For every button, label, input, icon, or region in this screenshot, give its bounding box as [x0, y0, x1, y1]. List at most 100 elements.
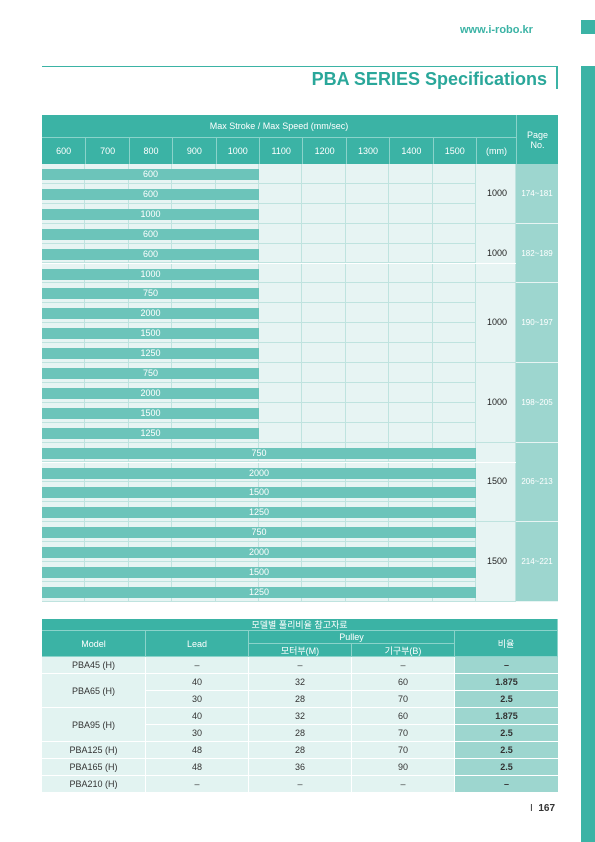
- grid-cell: [302, 382, 346, 403]
- stroke-header-900: 900: [172, 138, 216, 164]
- lead-cell: 48: [146, 759, 249, 776]
- grid-cell: [302, 323, 346, 344]
- mech-cell: 90: [352, 759, 455, 776]
- speed-bar: 1500: [42, 328, 259, 340]
- grid-cell: [345, 422, 390, 443]
- unit-header: (mm): [476, 138, 516, 164]
- page-no-header: Page No.: [516, 115, 558, 164]
- grid-cell: [389, 363, 433, 383]
- grid-cell: [476, 522, 516, 543]
- grid-cell: [302, 164, 346, 184]
- grid-cell: [259, 223, 303, 244]
- motor-cell: 28: [249, 691, 352, 708]
- speed-bar: 750: [42, 447, 476, 459]
- lead-cell: 48: [146, 742, 249, 759]
- page-title: PBA SERIES Specifications: [311, 69, 547, 89]
- model-cell: PBA165 (H): [42, 759, 146, 776]
- grid-cell: [345, 263, 390, 284]
- grid-cell: [476, 323, 516, 344]
- ratio-cell: –: [455, 657, 558, 674]
- pulley-header: Pulley: [249, 631, 455, 644]
- grid-cell: [259, 283, 303, 304]
- ratio-cell: 1.875: [455, 674, 558, 691]
- grid-cell: [345, 203, 390, 224]
- grid-cell: [389, 323, 433, 344]
- grid-cell: [389, 422, 433, 443]
- grid-cell: [432, 363, 476, 383]
- speed-bar: 1500: [42, 487, 476, 499]
- grid-cell: [302, 243, 346, 264]
- stroke-header-800: 800: [128, 138, 173, 164]
- mech-header: 기구부(B): [352, 644, 455, 657]
- page-reference[interactable]: 206~213: [516, 442, 558, 523]
- model-cell: PBA45 (H): [42, 657, 146, 674]
- max-stroke-value: 1500: [486, 556, 508, 566]
- site-url[interactable]: www.i-robo.kr: [460, 24, 533, 36]
- motor-cell: 36: [249, 759, 352, 776]
- stroke-header-1400: 1400: [389, 138, 433, 164]
- page-reference[interactable]: 182~189: [516, 223, 558, 284]
- grid-cell: [476, 502, 516, 523]
- grid-cell: [259, 323, 303, 344]
- speed-bar: 600: [42, 169, 259, 180]
- grid-cell: [259, 183, 303, 204]
- mech-cell: –: [352, 776, 455, 793]
- speed-bar: 1250: [42, 586, 476, 598]
- grid-cell: [302, 283, 346, 304]
- lead-cell: 30: [146, 725, 249, 742]
- page-reference[interactable]: 174~181: [516, 164, 558, 224]
- grid-cell: [432, 283, 476, 304]
- grid-cell: [302, 203, 346, 224]
- mech-cell: 70: [352, 742, 455, 759]
- grid-cell: [345, 323, 390, 344]
- mech-cell: 60: [352, 708, 455, 725]
- grid-cell: [259, 263, 303, 284]
- grid-cell: [302, 363, 346, 383]
- grid-cell: [476, 263, 516, 284]
- grid-cell: [345, 243, 390, 264]
- grid-cell: [476, 422, 516, 443]
- max-stroke-value: 1000: [486, 396, 508, 407]
- motor-cell: 32: [249, 674, 352, 691]
- grid-cell: [476, 183, 516, 204]
- grid-cell: [476, 164, 516, 184]
- grid-cell: [432, 203, 476, 224]
- page-number-value: 167: [538, 803, 556, 814]
- grid-cell: [259, 243, 303, 264]
- ratio-cell: –: [455, 776, 558, 793]
- lead-cell: 40: [146, 674, 249, 691]
- max-stroke-value: 1500: [486, 476, 508, 487]
- page-no-header-text: Page No.: [526, 129, 549, 150]
- max-stroke-value: 1000: [486, 247, 508, 258]
- grid-cell: [432, 343, 476, 363]
- speed-bar: 750: [42, 288, 259, 300]
- speed-bar: 1500: [42, 567, 476, 578]
- grid-cell: [302, 183, 346, 204]
- grid-cell: [432, 303, 476, 324]
- page-reference[interactable]: 214~221: [516, 522, 558, 602]
- grid-cell: [432, 382, 476, 403]
- grid-cell: [389, 263, 433, 284]
- grid-cell: [432, 164, 476, 184]
- grid-cell: [302, 402, 346, 423]
- grid-cell: [302, 263, 346, 284]
- speed-bar: 750: [42, 527, 476, 539]
- stroke-header-1000: 1000: [215, 138, 259, 164]
- mech-cell: –: [352, 657, 455, 674]
- grid-cell: [476, 303, 516, 324]
- grid-cell: [259, 343, 303, 363]
- motor-header: 모터부(M): [249, 644, 352, 657]
- grid-cell: [345, 343, 390, 363]
- page-reference[interactable]: 190~197: [516, 283, 558, 363]
- grid-cell: [432, 402, 476, 423]
- mech-cell: 60: [352, 674, 455, 691]
- motor-cell: –: [249, 776, 352, 793]
- grid-cell: [476, 223, 516, 244]
- speed-bar: 1000: [42, 268, 259, 280]
- page-reference[interactable]: 198~205: [516, 363, 558, 443]
- grid-cell: [302, 303, 346, 324]
- stroke-header-1300: 1300: [345, 138, 390, 164]
- grid-cell: [345, 183, 390, 204]
- grid-cell: [345, 363, 390, 383]
- grid-cell: [389, 183, 433, 204]
